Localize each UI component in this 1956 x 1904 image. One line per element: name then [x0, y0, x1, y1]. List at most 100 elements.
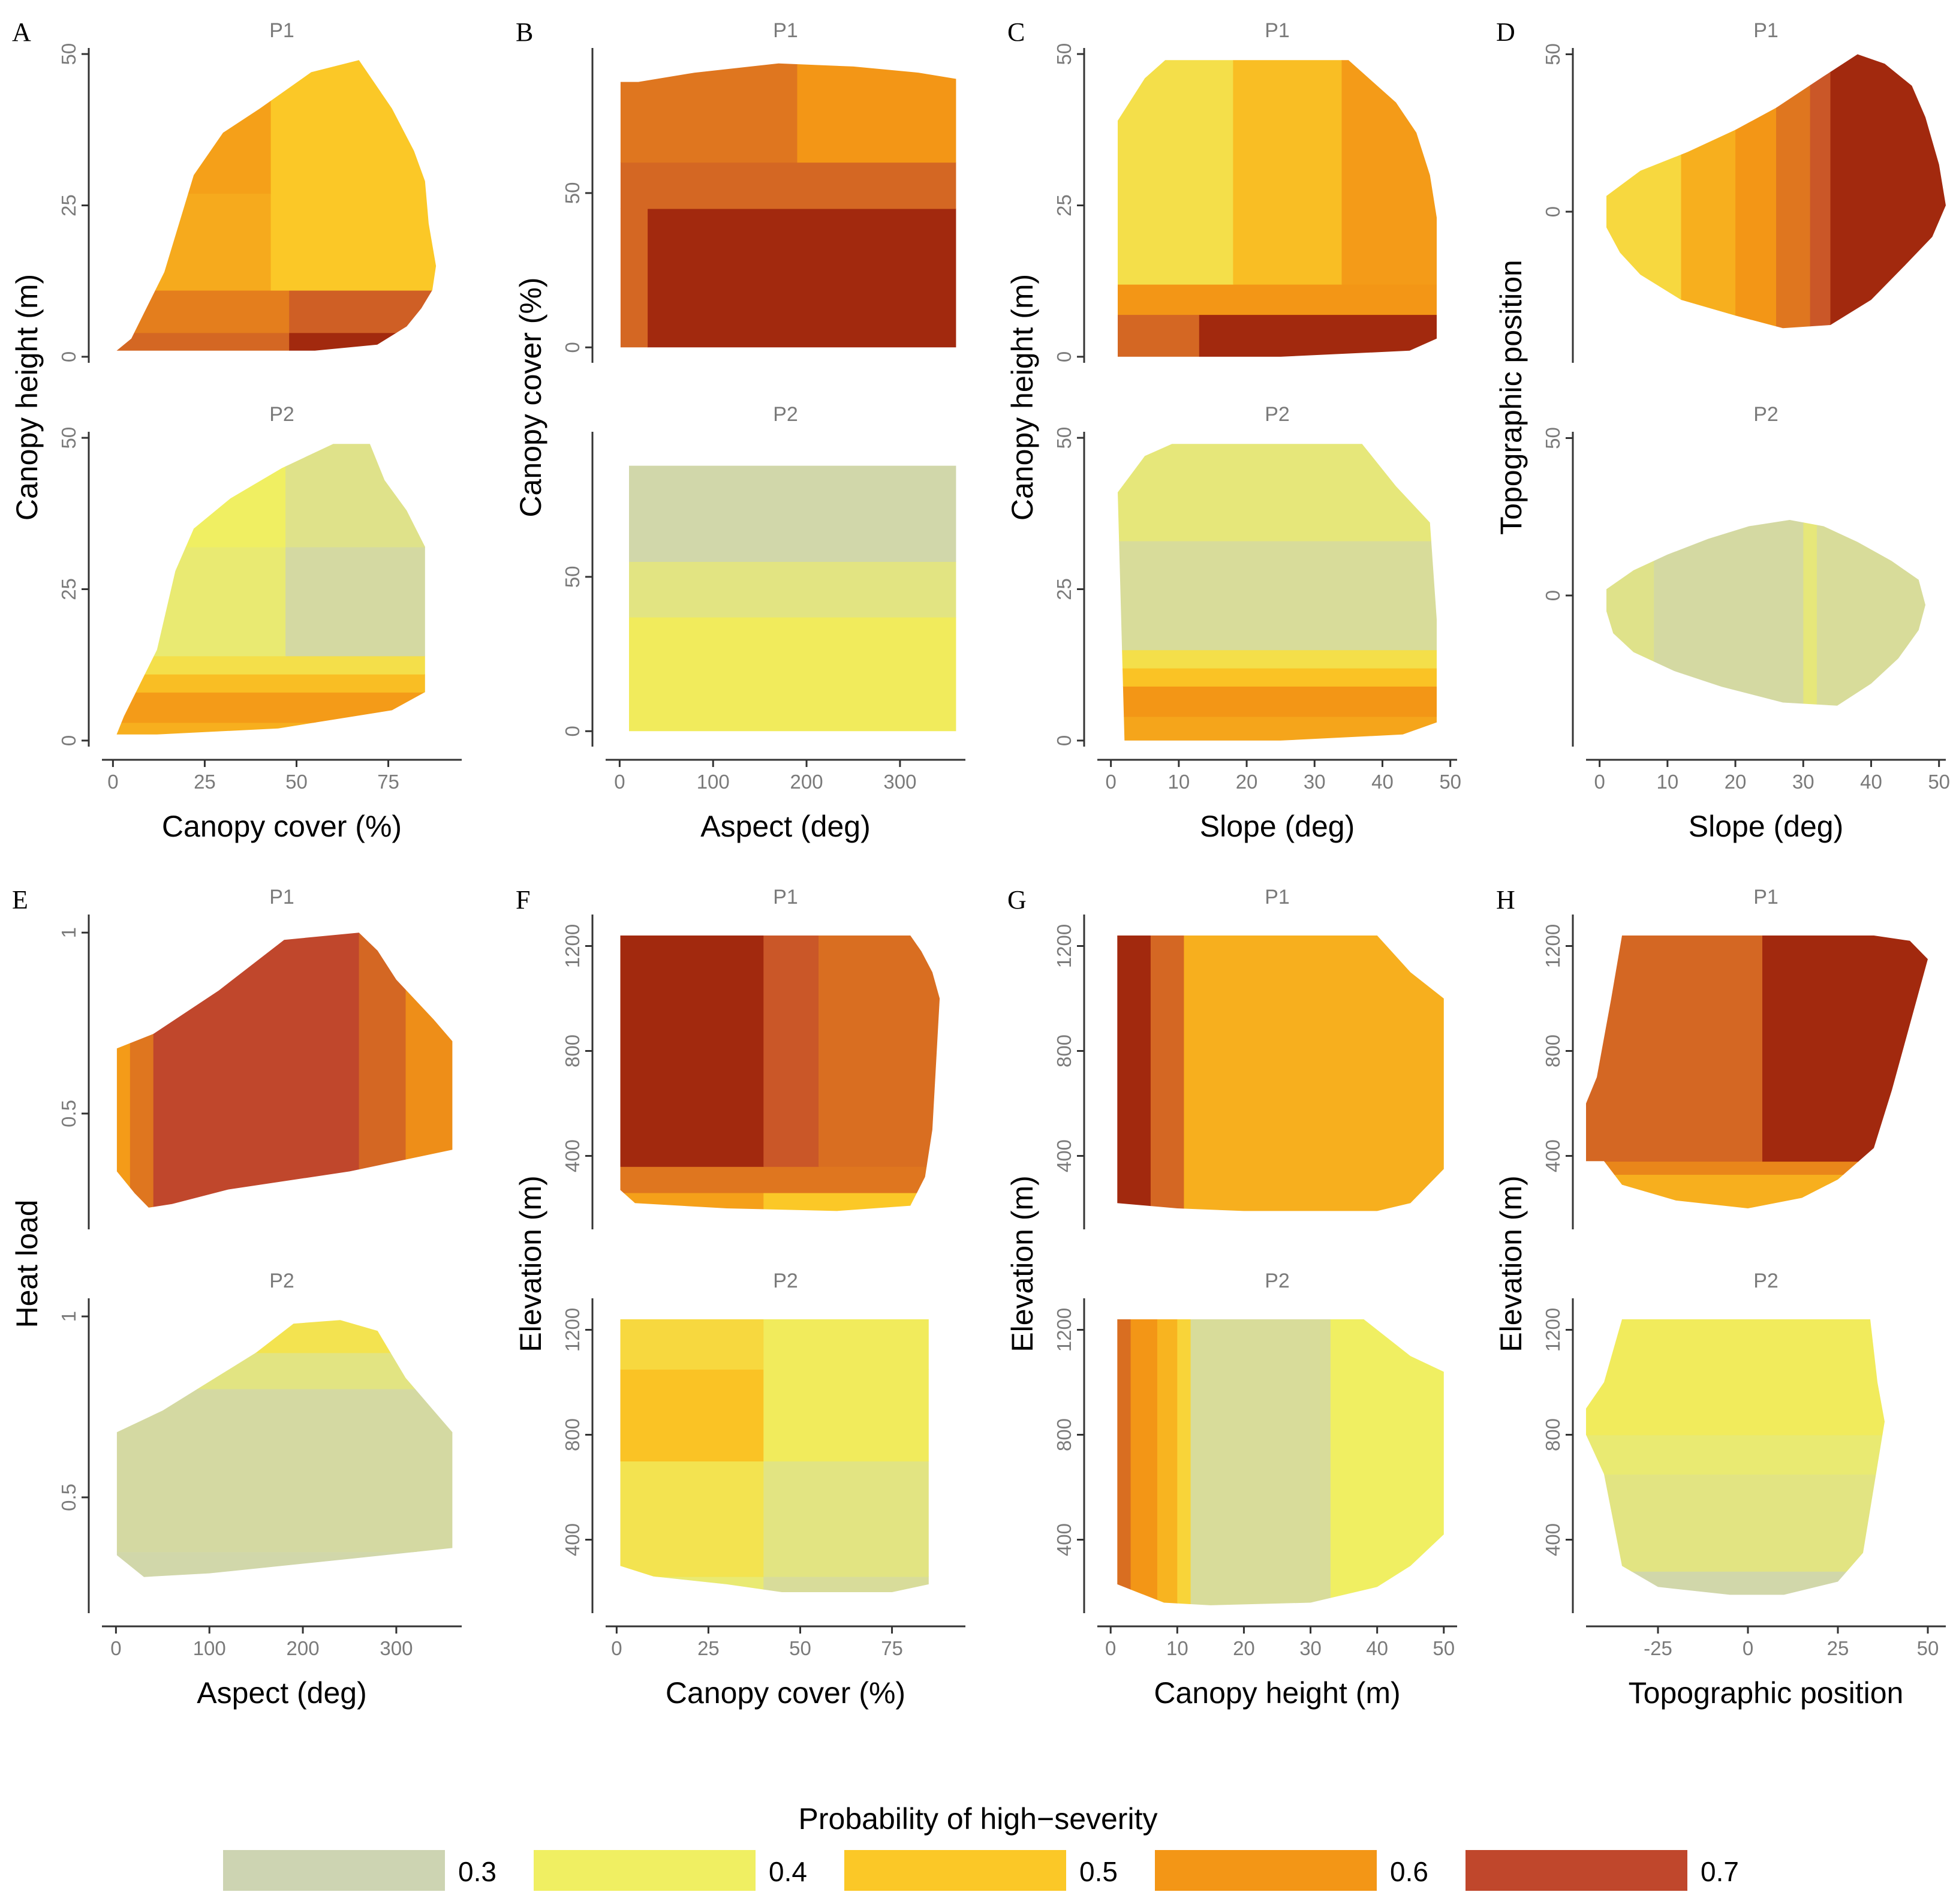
heatmap-tile	[1762, 936, 1928, 1162]
x-tick-label: 50	[1439, 771, 1461, 793]
x-tick-label: 50	[789, 1637, 811, 1659]
panel-letter: H	[1496, 885, 1515, 915]
heatmap-tile	[763, 1319, 929, 1370]
heatmap-surface	[116, 933, 453, 1208]
panel-letter: G	[1007, 885, 1027, 915]
legend-swatch	[534, 1850, 756, 1891]
y-tick-label: 800	[1053, 1418, 1075, 1451]
y-tick-label: 0	[1053, 351, 1075, 362]
x-tick-label: 0	[110, 1637, 121, 1659]
y-tick-label: 400	[1542, 1139, 1564, 1172]
x-tick-label: 10	[1166, 1637, 1188, 1659]
heatmap-surface	[1117, 936, 1444, 1211]
y-axis-title: Canopy height (m)	[10, 274, 44, 521]
x-tick-label: 50	[1433, 1637, 1455, 1659]
panel-g: G P1 400 800 1200 P2 400 800 1200 0 10 20 30 40 50 Cano…	[1006, 885, 1457, 1710]
legend-entry: 0.5	[844, 1850, 1118, 1891]
heatmap-tile	[648, 208, 956, 348]
facet-title: P1	[269, 19, 294, 42]
x-tick-label: 25	[697, 1637, 720, 1659]
y-tick-label: 1200	[1053, 924, 1075, 968]
heatmap-tile	[620, 1192, 765, 1211]
heatmap-tile	[270, 193, 437, 291]
heatmap-tile	[629, 465, 956, 562]
heatmap-tile	[620, 1319, 765, 1370]
heatmap-tile	[405, 933, 453, 1208]
heatmap-tile	[763, 1461, 929, 1577]
x-tick-label: 200	[287, 1637, 320, 1659]
x-axis-title: Aspect (deg)	[700, 810, 870, 843]
heatmap-tile	[1816, 520, 1925, 706]
x-tick-label: 300	[883, 771, 916, 793]
y-tick-label: 1200	[1053, 1308, 1075, 1352]
heatmap-tile	[1586, 936, 1763, 1162]
heatmap-tile	[763, 1369, 929, 1461]
x-tick-label: 50	[1917, 1637, 1939, 1659]
heatmap-tile	[620, 936, 765, 1167]
x-tick-label: 0	[1105, 771, 1116, 793]
x-tick-label: 50	[285, 771, 308, 793]
x-tick-label: 30	[1304, 771, 1326, 793]
facet-title: P2	[269, 1270, 294, 1292]
heatmap-tile	[1118, 540, 1437, 651]
y-tick-label: 800	[561, 1418, 583, 1451]
heatmap-tile	[116, 1551, 453, 1577]
facet-title: P1	[269, 886, 294, 909]
heatmap-tile	[359, 933, 407, 1208]
facet-title: P1	[1265, 19, 1290, 42]
heatmap-tile	[620, 1369, 765, 1461]
heatmap-tile	[1118, 649, 1437, 669]
y-axis-title: Elevation (m)	[1494, 1175, 1528, 1352]
facet-p1: P1 0 50	[1542, 19, 1946, 363]
y-tick-label: 1	[58, 927, 80, 938]
y-tick-label: 50	[561, 182, 583, 204]
heatmap-surface	[1606, 520, 1925, 706]
heatmap-tile	[130, 933, 154, 1208]
y-tick-label: 1200	[561, 924, 583, 968]
heatmap-tile	[1118, 284, 1437, 315]
y-tick-label: 0	[58, 735, 80, 746]
heatmap-surface	[620, 63, 956, 348]
panel-d: D P1 0 50 P2 0 50 0 10 20 30 40 50 Slope (deg) Topogra…	[1494, 17, 1950, 843]
facet-title: P2	[773, 1270, 798, 1292]
y-tick-label: 400	[561, 1523, 583, 1556]
heatmap-tile	[285, 546, 425, 657]
panel-a: A P1 0 25 50 P2 0 25 50 0 25 50 75 Canopy cover (%) Ca…	[10, 17, 462, 843]
heatmap-surface	[1606, 54, 1946, 329]
y-tick-label: 0	[58, 351, 80, 362]
heatmap-tile	[116, 290, 290, 333]
facet-title: P1	[1265, 886, 1290, 909]
y-tick-label: 1	[58, 1311, 80, 1322]
y-tick-label: 25	[58, 578, 80, 600]
facet-p2: P2 400 800 1200 0 10 20 30 40 50 Canopy height (m)	[1053, 1270, 1457, 1710]
heatmap-tile	[629, 561, 956, 618]
x-tick-label: 20	[1725, 771, 1747, 793]
y-tick-label: 0.5	[58, 1484, 80, 1511]
y-tick-label: 1200	[1542, 1308, 1564, 1352]
x-tick-label: 100	[697, 771, 730, 793]
heatmap-tile	[1810, 54, 1831, 329]
heatmap-tile	[763, 1576, 929, 1592]
heatmap-surface	[1118, 444, 1437, 741]
facet-p2: P2 0 25 50 0 25 50 75 Canopy cover (%)	[58, 403, 462, 843]
x-tick-label: 40	[1860, 771, 1882, 793]
heatmap-tile	[797, 63, 956, 163]
heatmap-tile	[1177, 1319, 1191, 1605]
heatmap-tile	[620, 208, 648, 348]
heatmap-tile	[1586, 1319, 1885, 1436]
heatmap-tile	[116, 332, 290, 351]
facet-p1: P1 400 800 1200	[1542, 886, 1928, 1229]
y-axis-title: Elevation (m)	[514, 1175, 547, 1352]
facet-title: P2	[773, 403, 798, 426]
heatmap-tile	[116, 722, 425, 735]
legend: Probability of high−severity 0.3 0.4 0.5 0.…	[223, 1802, 1739, 1891]
heatmap-tile	[1803, 520, 1817, 706]
facet-title: P1	[773, 886, 798, 909]
y-tick-label: 25	[1053, 194, 1075, 216]
y-tick-label: 800	[561, 1034, 583, 1067]
facet-p2: P2 0 25 50 0 10 20 30 40 50 Slope (deg)	[1053, 403, 1461, 843]
facet-p1: P1 0 25 50	[58, 19, 437, 363]
heatmap-tile	[1118, 444, 1437, 542]
x-axis-title: Slope (deg)	[1200, 810, 1355, 843]
